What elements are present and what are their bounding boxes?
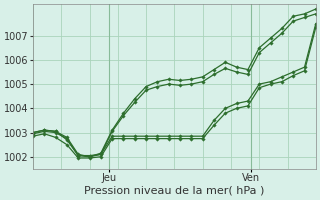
X-axis label: Pression niveau de la mer( hPa ): Pression niveau de la mer( hPa ) xyxy=(84,186,265,196)
